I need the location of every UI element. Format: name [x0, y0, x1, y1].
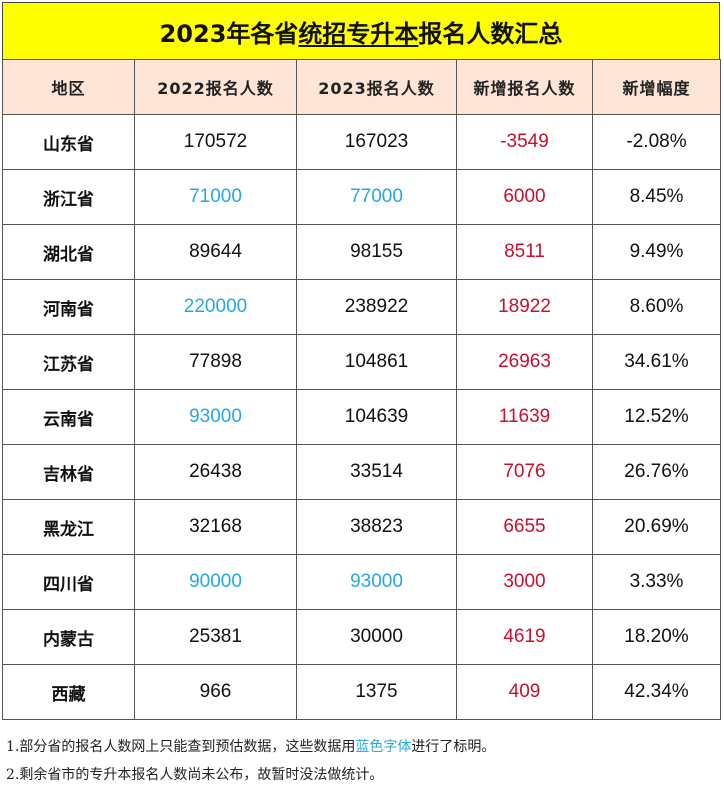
cell-increase: 11639 [456, 389, 593, 445]
cell-rate: 3.33% [592, 554, 721, 610]
cell-2022: 170572 [134, 114, 297, 170]
cell-2023: 1375 [296, 664, 457, 720]
cell-rate: -2.08% [592, 114, 721, 170]
cell-2023: 238922 [296, 279, 457, 335]
table-row: 湖北省 89644 98155 8511 9.49% [2, 224, 721, 280]
table-row: 内蒙古 25381 30000 4619 18.20% [2, 609, 721, 665]
cell-region: 湖北省 [2, 224, 135, 280]
cell-region: 浙江省 [2, 169, 135, 225]
table-row: 西藏 966 1375 409 42.34% [2, 664, 721, 720]
cell-2022: 90000 [134, 554, 297, 610]
footnote-1-text: 1.部分省的报名人数网上只能查到预估数据，这些数据用 [6, 739, 356, 755]
cell-increase: 8511 [456, 224, 593, 280]
cell-2023: 77000 [296, 169, 457, 225]
table-row: 河南省 220000 238922 18922 8.60% [2, 279, 721, 335]
cell-increase: 409 [456, 664, 593, 720]
cell-2023: 104861 [296, 334, 457, 390]
table-row: 吉林省 26438 33514 7076 26.76% [2, 444, 721, 500]
cell-2023: 93000 [296, 554, 457, 610]
cell-increase: 4619 [456, 609, 593, 665]
cell-rate: 8.60% [592, 279, 721, 335]
cell-rate: 18.20% [592, 609, 721, 665]
header-2023: 2023报名人数 [296, 59, 457, 115]
title-underlined: 统招专升本 [298, 19, 419, 48]
cell-2022: 89644 [134, 224, 297, 280]
cell-region: 云南省 [2, 389, 135, 445]
cell-increase: 18922 [456, 279, 593, 335]
cell-rate: 34.61% [592, 334, 721, 390]
cell-increase: 6000 [456, 169, 593, 225]
footnote-1: 1.部分省的报名人数网上只能查到预估数据，这些数据用蓝色字体进行了标明。 [6, 733, 718, 761]
footnote-1-tail: 进行了标明。 [411, 739, 496, 755]
cell-2022: 32168 [134, 499, 297, 555]
header-rate: 新增幅度 [592, 59, 721, 115]
cell-2023: 98155 [296, 224, 457, 280]
cell-region: 江苏省 [2, 334, 135, 390]
footnote-2: 2.剩余省市的专升本报名人数尚未公布，故暂时没法做统计。 [6, 767, 384, 783]
header-row: 地区 2022报名人数 2023报名人数 新增报名人数 新增幅度 [2, 59, 721, 115]
table-row: 云南省 93000 104639 11639 12.52% [2, 389, 721, 445]
cell-region: 西藏 [2, 664, 135, 720]
cell-region: 河南省 [2, 279, 135, 335]
header-2022: 2022报名人数 [134, 59, 297, 115]
cell-region: 黑龙江 [2, 499, 135, 555]
cell-region: 内蒙古 [2, 609, 135, 665]
cell-rate: 26.76% [592, 444, 721, 500]
cell-increase: 3000 [456, 554, 593, 610]
cell-2022: 77898 [134, 334, 297, 390]
cell-rate: 42.34% [592, 664, 721, 720]
cell-increase: 26963 [456, 334, 593, 390]
footnotes: 1.部分省的报名人数网上只能查到预估数据，这些数据用蓝色字体进行了标明。 2.剩… [6, 733, 718, 789]
cell-rate: 9.49% [592, 224, 721, 280]
cell-region: 四川省 [2, 554, 135, 610]
title-prefix: 2023年各省 [159, 19, 299, 48]
cell-2023: 38823 [296, 499, 457, 555]
table-row: 黑龙江 32168 38823 6655 20.69% [2, 499, 721, 555]
table-row: 山东省 170572 167023 -3549 -2.08% [2, 114, 721, 170]
table-row: 浙江省 71000 77000 6000 8.45% [2, 169, 721, 225]
registration-table: 地区 2022报名人数 2023报名人数 新增报名人数 新增幅度 山东省 1705… [2, 59, 721, 720]
cell-increase: -3549 [456, 114, 593, 170]
cell-region: 吉林省 [2, 444, 135, 500]
summary-sheet: 2023年各省 统招专升本 报名人数汇总 地区 2022报名人数 2023报名人数 … [2, 2, 721, 720]
table-row: 四川省 90000 93000 3000 3.33% [2, 554, 721, 610]
cell-rate: 20.69% [592, 499, 721, 555]
cell-increase: 6655 [456, 499, 593, 555]
table-body: 山东省 170572 167023 -3549 -2.08% 浙江省 71000 77000 6… [2, 114, 721, 720]
cell-2022: 25381 [134, 609, 297, 665]
cell-rate: 8.45% [592, 169, 721, 225]
footnote-1-highlight: 蓝色字体 [355, 739, 412, 755]
title-suffix: 报名人数汇总 [418, 19, 563, 48]
header-region: 地区 [2, 59, 135, 115]
cell-2023: 167023 [296, 114, 457, 170]
cell-increase: 7076 [456, 444, 593, 500]
header-increase: 新增报名人数 [456, 59, 593, 115]
cell-2022: 93000 [134, 389, 297, 445]
cell-2022: 220000 [134, 279, 297, 335]
cell-2023: 30000 [296, 609, 457, 665]
sheet-title: 2023年各省 统招专升本 报名人数汇总 [2, 2, 720, 60]
cell-2023: 33514 [296, 444, 457, 500]
table-row: 江苏省 77898 104861 26963 34.61% [2, 334, 721, 390]
cell-rate: 12.52% [592, 389, 721, 445]
cell-2022: 966 [134, 664, 297, 720]
cell-region: 山东省 [2, 114, 135, 170]
cell-2022: 71000 [134, 169, 297, 225]
cell-2023: 104639 [296, 389, 457, 445]
cell-2022: 26438 [134, 444, 297, 500]
